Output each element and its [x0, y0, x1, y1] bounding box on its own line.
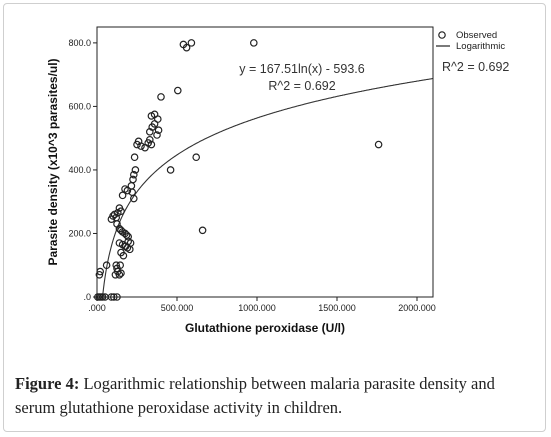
x-axis-title: Glutathione peroxidase (U/l) — [185, 321, 345, 335]
data-point-observed — [107, 293, 116, 301]
logarithmic-fit-line — [102, 77, 434, 297]
data-point-observed — [166, 166, 175, 174]
x-tick-label: 500.000 — [161, 303, 194, 313]
data-point-observed — [198, 226, 207, 235]
y-tick-label: 200.0 — [68, 228, 91, 238]
data-point-observed — [124, 232, 133, 241]
data-point-observed — [374, 140, 383, 149]
x-tick-label: 2000.000 — [398, 303, 436, 313]
plot-area-frame — [96, 26, 434, 298]
data-point-observed — [147, 140, 156, 149]
legend-marker-observed — [438, 31, 446, 39]
data-point-observed — [154, 115, 162, 123]
data-point-observed — [98, 293, 107, 301]
data-point-observed — [182, 43, 191, 52]
data-point-observed — [111, 270, 120, 279]
legend: Observed Logarithmic — [436, 30, 505, 52]
data-point-observed — [153, 131, 161, 139]
y-tick-label: 600.0 — [68, 101, 91, 111]
legend-label-logarithmic: Logarithmic — [456, 41, 505, 52]
data-point-observed — [187, 39, 196, 47]
data-point-observed — [174, 86, 182, 95]
x-tick-label: .000 — [88, 303, 106, 313]
data-point-observed — [130, 153, 139, 162]
y-tick-label: 800.0 — [68, 38, 91, 48]
y-axis-title: Parasite density (x10^3 parasites/ul) — [46, 58, 60, 265]
data-point-observed — [131, 166, 140, 174]
data-point-observed — [146, 135, 154, 144]
caption-text: Logarithmic relationship between malaria… — [15, 374, 495, 417]
legend-label-observed: Observed — [456, 30, 497, 41]
x-tick-label: 1000.000 — [238, 303, 276, 313]
data-point-observed — [96, 267, 105, 276]
data-point-observed — [110, 293, 118, 301]
fit-r2-label: R^2 = 0.692 — [268, 79, 335, 93]
data-point-observed — [115, 270, 124, 279]
data-point-observed — [130, 194, 138, 203]
data-point-observed — [119, 251, 128, 260]
data-point-observed — [102, 261, 111, 270]
side-r2-label: R^2 = 0.692 — [442, 60, 509, 74]
y-tick-label: 400.0 — [68, 165, 91, 175]
data-point-observed — [113, 293, 121, 301]
data-point-observed — [137, 142, 145, 150]
fit-equation-label: y = 167.51ln(x) - 593.6 — [239, 62, 364, 76]
data-point-observed — [123, 186, 132, 195]
data-point-observed — [126, 239, 135, 247]
data-point-observed — [127, 182, 136, 190]
data-point-observed — [250, 39, 258, 47]
data-point-observed — [117, 207, 125, 216]
data-point-observed — [129, 175, 137, 184]
data-point-observed — [157, 93, 165, 101]
data-point-observed — [154, 126, 163, 135]
figure-caption: Figure 4: Logarithmic relationship betwe… — [15, 372, 535, 420]
plot-layer: .0 200.0 400.0 600.0 800.0 .000 500.000 1000.00… — [46, 26, 436, 335]
y-tick-label: .0 — [83, 292, 91, 302]
data-point-observed — [118, 191, 127, 200]
x-tick-label: 1500.000 — [318, 303, 356, 313]
data-point-observed — [95, 270, 104, 279]
figure-frame — [3, 3, 546, 432]
data-point-observed — [116, 261, 125, 270]
data-point-observed — [130, 170, 138, 179]
caption-label: Figure 4: — [15, 374, 80, 393]
data-point-observed — [192, 153, 201, 162]
